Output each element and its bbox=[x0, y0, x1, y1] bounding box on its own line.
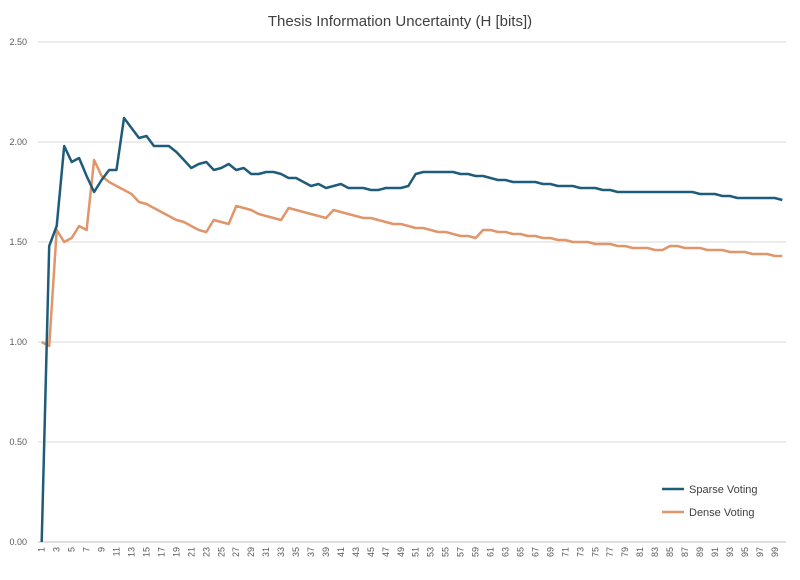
x-tick-label: 21 bbox=[186, 547, 196, 557]
x-tick-label: 11 bbox=[112, 547, 122, 556]
x-tick-label: 33 bbox=[276, 547, 286, 557]
x-tick-label: 13 bbox=[127, 547, 137, 557]
series-lines bbox=[40, 116, 783, 543]
legend: Sparse Voting Dense Voting bbox=[662, 484, 758, 519]
y-tick-label: 1.00 bbox=[9, 337, 27, 347]
sparse-voting-line bbox=[40, 116, 783, 543]
y-tick-label: 0.00 bbox=[9, 537, 27, 547]
gridlines bbox=[38, 41, 786, 543]
y-tick-label: 1.50 bbox=[9, 237, 27, 247]
x-tick-label: 37 bbox=[306, 547, 316, 557]
x-tick-label: 99 bbox=[770, 547, 780, 557]
x-tick-label: 17 bbox=[156, 547, 166, 557]
x-axis-ticks: 1 3 5 7 9 11 13 15 17 19 21 23 25 27 29 31 33 35 37 39 41 43 4… bbox=[37, 547, 780, 557]
x-tick-label: 71 bbox=[560, 547, 570, 557]
x-tick-label: 7 bbox=[82, 547, 92, 552]
x-tick-label: 79 bbox=[620, 547, 630, 557]
x-tick-label: 65 bbox=[515, 547, 525, 557]
x-tick-label: 19 bbox=[171, 547, 181, 557]
y-tick-label: 2.50 bbox=[9, 37, 27, 47]
x-tick-label: 81 bbox=[635, 547, 645, 557]
x-tick-label: 69 bbox=[545, 547, 555, 557]
x-tick-label: 5 bbox=[67, 547, 77, 552]
x-tick-label: 41 bbox=[336, 547, 346, 557]
x-tick-label: 97 bbox=[755, 547, 765, 557]
y-tick-label: 2.00 bbox=[9, 137, 27, 147]
x-tick-label: 39 bbox=[321, 547, 331, 557]
x-tick-label: 75 bbox=[590, 547, 600, 557]
x-tick-label: 57 bbox=[456, 547, 466, 557]
x-tick-label: 95 bbox=[740, 547, 750, 557]
x-tick-label: 73 bbox=[575, 547, 585, 557]
y-axis-ticks: 0.00 0.50 1.00 1.50 2.00 2.50 bbox=[9, 37, 27, 547]
legend-label: Dense Voting bbox=[689, 507, 754, 519]
x-tick-label: 49 bbox=[396, 547, 406, 557]
x-tick-label: 23 bbox=[201, 547, 211, 557]
x-tick-label: 35 bbox=[291, 547, 301, 557]
x-tick-label: 67 bbox=[530, 547, 540, 557]
x-tick-label: 89 bbox=[695, 547, 705, 557]
x-tick-label: 85 bbox=[665, 547, 675, 557]
x-tick-label: 87 bbox=[680, 547, 690, 557]
legend-label: Sparse Voting bbox=[689, 484, 758, 496]
x-tick-label: 53 bbox=[426, 547, 436, 557]
x-tick-label: 91 bbox=[710, 547, 720, 557]
x-tick-label: 27 bbox=[231, 547, 241, 557]
x-tick-label: 25 bbox=[216, 547, 226, 557]
x-tick-label: 77 bbox=[605, 547, 615, 557]
x-tick-label: 3 bbox=[52, 547, 62, 552]
x-tick-label: 93 bbox=[725, 547, 735, 557]
chart-title: Thesis Information Uncertainty (H [bits]… bbox=[268, 13, 532, 30]
dense-voting-line bbox=[41, 158, 783, 348]
x-tick-label: 59 bbox=[471, 547, 481, 557]
x-tick-label: 47 bbox=[381, 547, 391, 557]
x-tick-label: 51 bbox=[411, 547, 421, 557]
y-tick-label: 0.50 bbox=[9, 437, 27, 447]
x-tick-label: 45 bbox=[366, 547, 376, 557]
x-tick-label: 15 bbox=[141, 547, 151, 557]
x-tick-label: 55 bbox=[441, 547, 451, 557]
x-tick-label: 83 bbox=[650, 547, 660, 557]
x-tick-label: 29 bbox=[246, 547, 256, 557]
x-tick-label: 1 bbox=[37, 547, 47, 552]
x-tick-label: 43 bbox=[351, 547, 361, 557]
x-tick-label: 61 bbox=[486, 547, 496, 557]
x-tick-label: 9 bbox=[97, 547, 107, 552]
x-tick-label: 63 bbox=[501, 547, 511, 557]
x-tick-label: 31 bbox=[261, 547, 271, 557]
